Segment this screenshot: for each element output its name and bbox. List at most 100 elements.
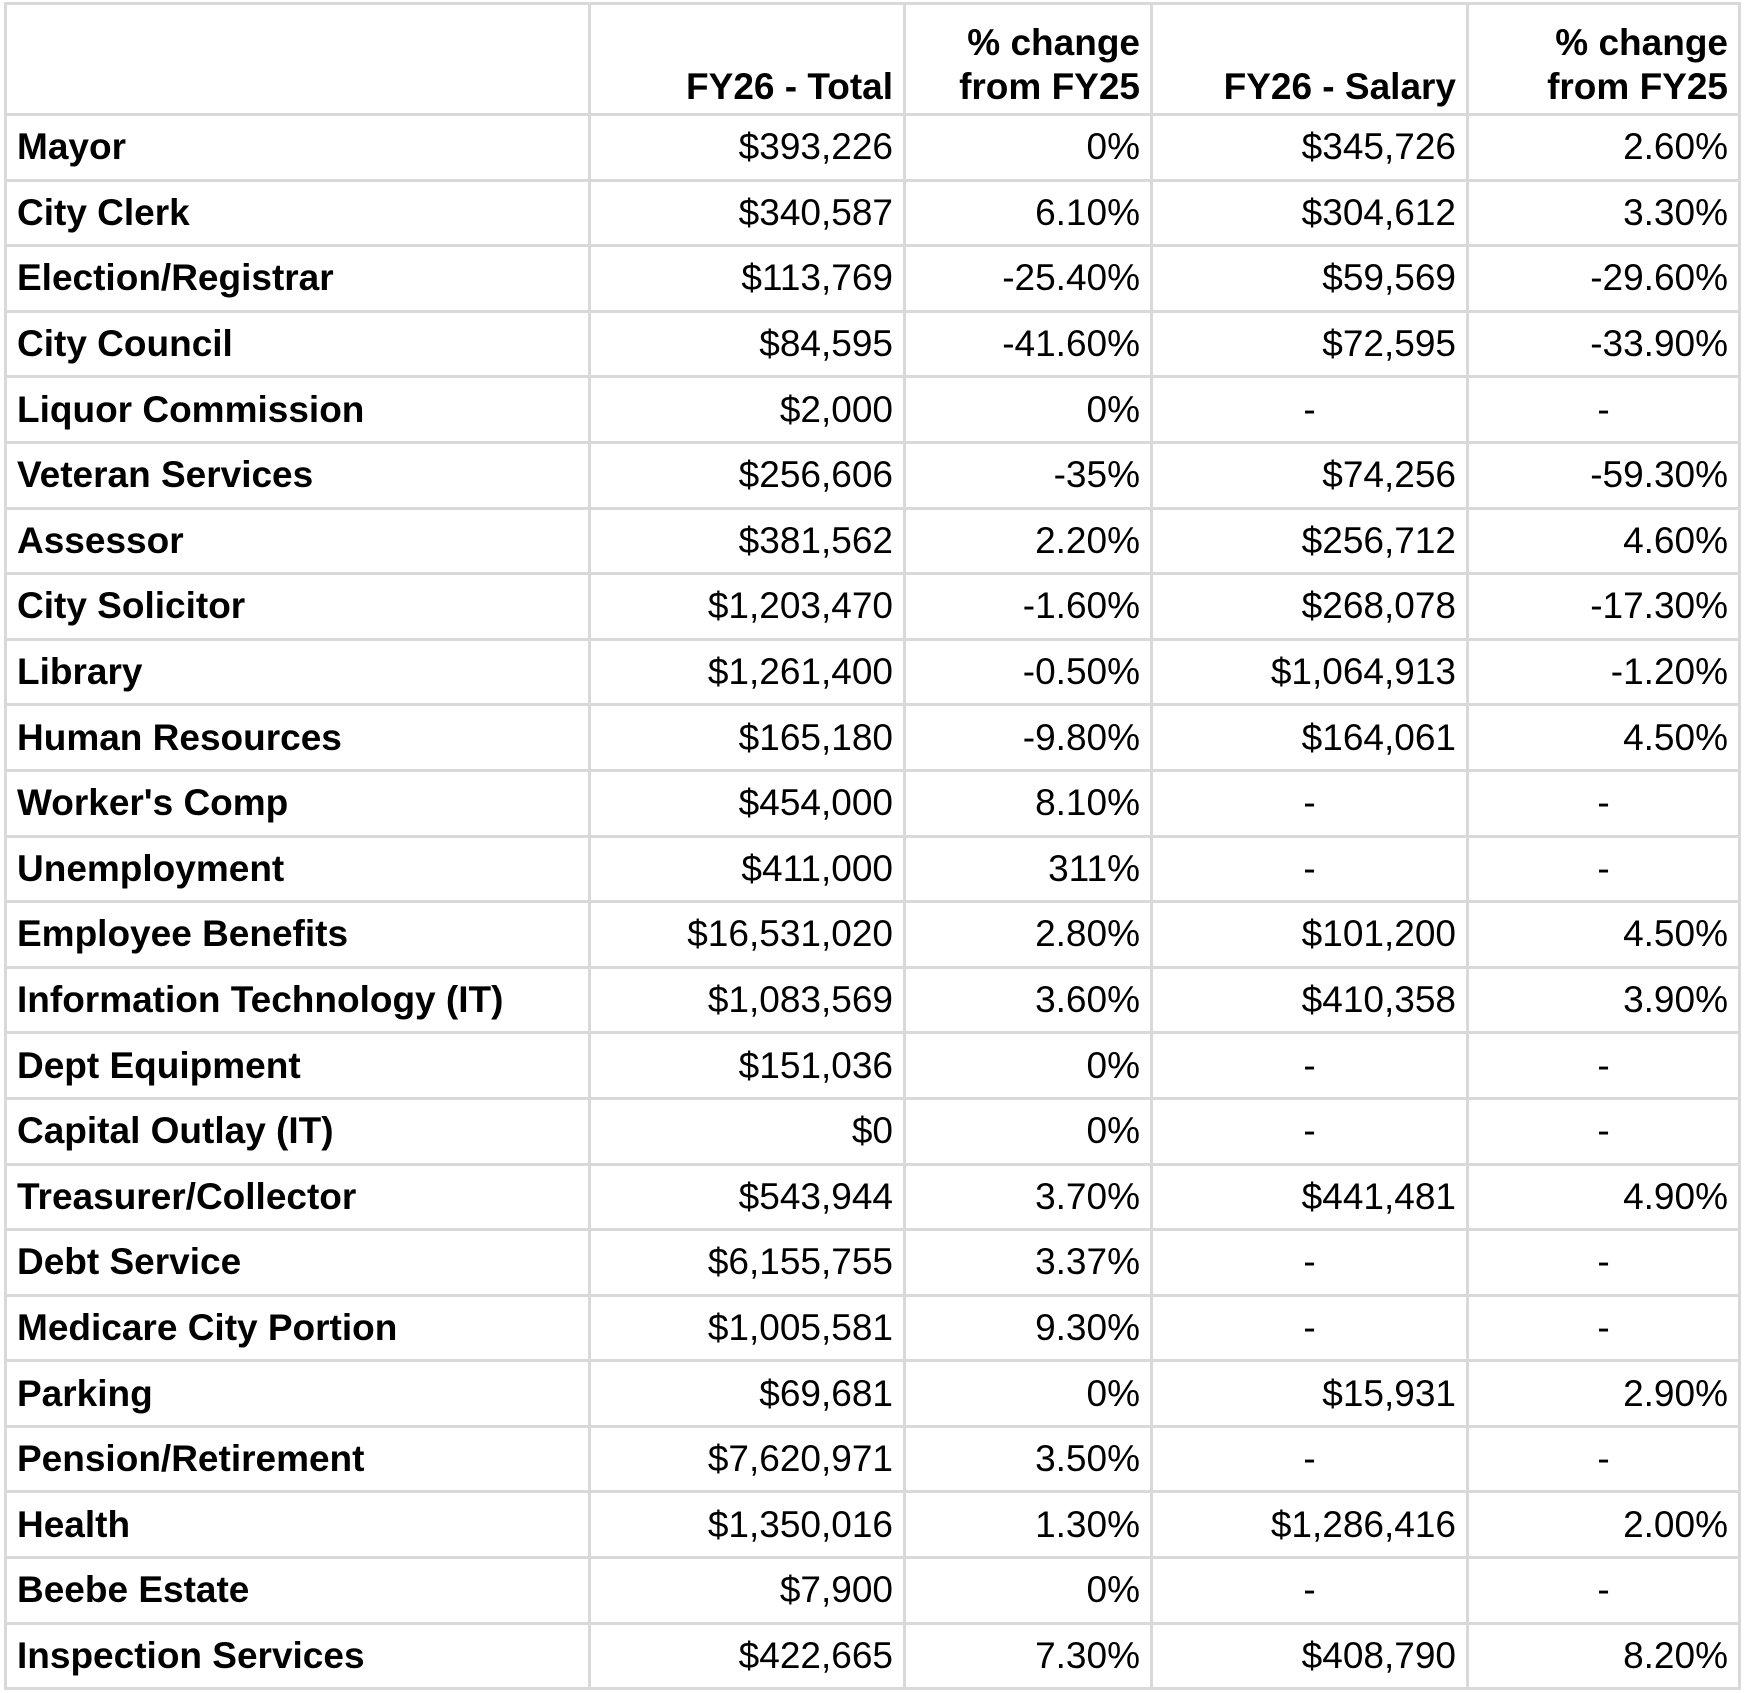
value-cell: 0% [903,113,1153,182]
value-cell: $7,620,971 [588,1424,906,1494]
value-cell: $410,358 [1150,965,1469,1035]
value-cell: - [1150,1293,1469,1363]
table-row: Information Technology (IT) $1,083,569 3.6… [4,965,1741,1035]
value-cell: 2.80% [903,900,1153,969]
value-cell: $454,000 [588,768,906,838]
value-cell: $6,155,755 [588,1228,906,1297]
value-cell: $1,083,569 [588,965,906,1035]
table-row: Inspection Services $422,665 7.30% $408,790… [4,1621,1741,1691]
table-row: City Council $84,595 -41.60% $72,595 -33.90% [4,309,1741,379]
table-row: Capital Outlay (IT) $0 0% - - [4,1096,1741,1166]
value-cell: -59.30% [1466,440,1741,510]
row-label: Capital Outlay (IT) [4,1096,591,1166]
table-row: Worker's Comp $454,000 8.10% - - [4,768,1741,838]
value-cell: 0% [903,1096,1153,1166]
value-cell: $7,900 [588,1556,906,1625]
value-cell: 8.10% [903,768,1153,838]
value-cell: - [1150,1031,1469,1100]
table-row: City Solicitor $1,203,470 -1.60% $268,078 -1… [4,572,1741,641]
row-label: Mayor [4,113,591,182]
row-label: City Clerk [4,178,591,248]
value-cell: $69,681 [588,1359,906,1428]
value-cell: $411,000 [588,834,906,904]
value-cell: 4.90% [1466,1162,1741,1232]
value-cell: - [1466,1031,1741,1100]
table-row: Beebe Estate $7,900 0% - - [4,1556,1741,1625]
table-row: Medicare City Portion $1,005,581 9.30% - - [4,1293,1741,1363]
row-label: Pension/Retirement [4,1424,591,1494]
row-label: Dept Equipment [4,1031,591,1100]
table-row: Veteran Services $256,606 -35% $74,256 -59.3… [4,440,1741,510]
value-cell: $543,944 [588,1162,906,1232]
row-label: Information Technology (IT) [4,965,591,1035]
value-cell: $1,286,416 [1150,1490,1469,1560]
table-row: Liquor Commission $2,000 0% - - [4,375,1741,444]
row-label: Treasurer/Collector [4,1162,591,1232]
value-cell: 0% [903,1556,1153,1625]
row-label: Debt Service [4,1228,591,1297]
row-label: Election/Registrar [4,244,591,313]
value-cell: -17.30% [1466,572,1741,641]
value-cell: 3.90% [1466,965,1741,1035]
value-cell: 3.60% [903,965,1153,1035]
value-cell: 9.30% [903,1293,1153,1363]
value-cell: -1.60% [903,572,1153,641]
row-label: Library [4,637,591,707]
row-label: Unemployment [4,834,591,904]
value-cell: $304,612 [1150,178,1469,248]
value-cell: 1.30% [903,1490,1153,1560]
value-cell: - [1466,1293,1741,1363]
table-row: Debt Service $6,155,755 3.37% - - [4,1228,1741,1297]
value-cell: $441,481 [1150,1162,1469,1232]
row-label: Medicare City Portion [4,1293,591,1363]
value-cell: - [1150,375,1469,444]
value-cell: 4.50% [1466,900,1741,969]
value-cell: $1,064,913 [1150,637,1469,707]
value-cell: $84,595 [588,309,906,379]
table-row: Employee Benefits $16,531,020 2.80% $101,20… [4,900,1741,969]
value-cell: - [1466,375,1741,444]
value-cell: -25.40% [903,244,1153,313]
value-cell: -33.90% [1466,309,1741,379]
value-cell: -1.20% [1466,637,1741,707]
value-cell: - [1150,1556,1469,1625]
value-cell: 3.37% [903,1228,1153,1297]
value-cell: $1,005,581 [588,1293,906,1363]
value-cell: - [1150,1424,1469,1494]
value-cell: - [1150,768,1469,838]
table-row: Library $1,261,400 -0.50% $1,064,913 -1.20% [4,637,1741,707]
value-cell: 2.20% [903,506,1153,576]
value-cell: - [1466,768,1741,838]
value-cell: 3.70% [903,1162,1153,1232]
row-label: Liquor Commission [4,375,591,444]
value-cell: 8.20% [1466,1621,1741,1691]
row-label: Health [4,1490,591,1560]
row-label: Employee Benefits [4,900,591,969]
value-cell: $113,769 [588,244,906,313]
value-cell: 3.30% [1466,178,1741,248]
value-cell: -0.50% [903,637,1153,707]
value-cell: -29.60% [1466,244,1741,313]
table-row: Unemployment $411,000 311% - - [4,834,1741,904]
table-row: Mayor $393,226 0% $345,726 2.60% [4,113,1741,182]
value-cell: $16,531,020 [588,900,906,969]
value-cell: 2.90% [1466,1359,1741,1428]
value-cell: $72,595 [1150,309,1469,379]
value-cell: $74,256 [1150,440,1469,510]
value-cell: $1,261,400 [588,637,906,707]
table-row: Election/Registrar $113,769 -25.40% $59,569… [4,244,1741,313]
value-cell: 0% [903,375,1153,444]
value-cell: -41.60% [903,309,1153,379]
value-cell: - [1466,1424,1741,1494]
row-label: City Council [4,309,591,379]
value-cell: - [1150,1228,1469,1297]
value-cell: - [1466,834,1741,904]
value-cell: - [1466,1096,1741,1166]
header-cell: FY26 - Total [588,2,906,116]
value-cell: $393,226 [588,113,906,182]
header-cell: % change from FY25 [1466,2,1741,116]
header-cell: % change from FY25 [903,2,1153,116]
value-cell: 0% [903,1031,1153,1100]
value-cell: $101,200 [1150,900,1469,969]
